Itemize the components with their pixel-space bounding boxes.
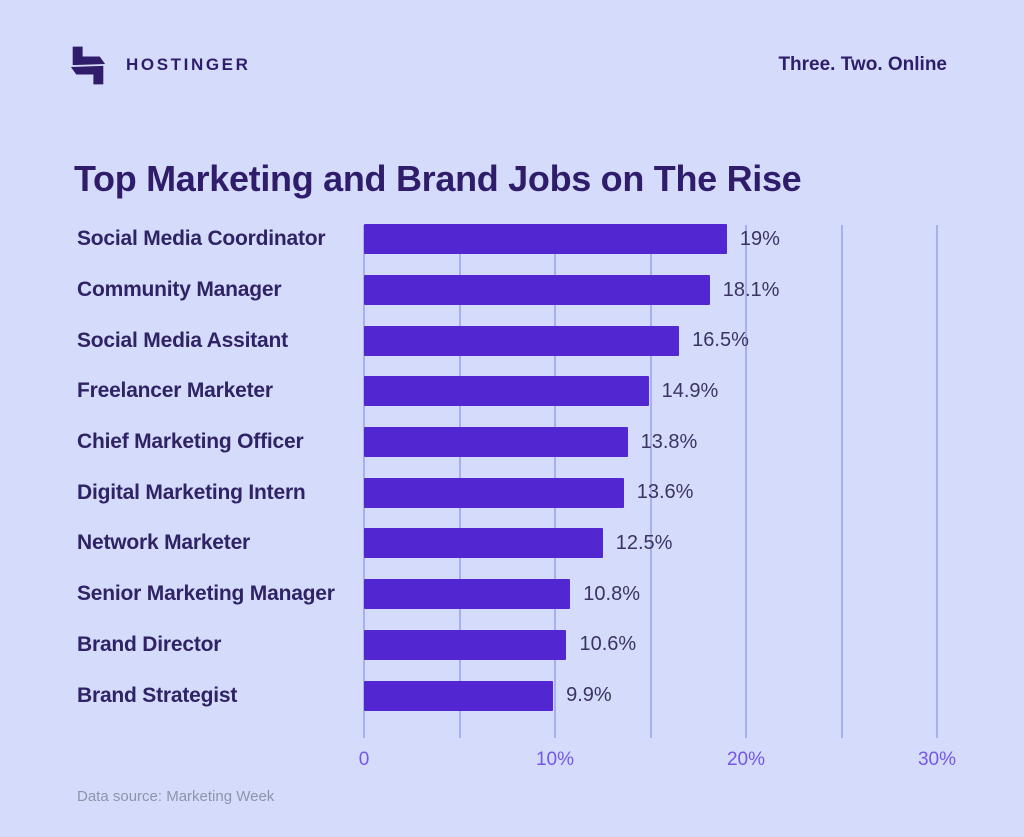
category-label: Brand Director bbox=[77, 632, 222, 656]
category-label: Social Media Assitant bbox=[77, 328, 288, 352]
bar bbox=[364, 579, 571, 610]
chart-row: Freelancer Marketer 14.9% bbox=[0, 366, 1024, 417]
bar bbox=[364, 376, 649, 407]
value-label: 10.6% bbox=[579, 633, 637, 656]
chart-row: Social Media Assitant 16.5% bbox=[0, 315, 1024, 366]
bar bbox=[364, 427, 628, 458]
bar bbox=[364, 680, 554, 711]
bar bbox=[364, 629, 567, 660]
gridline bbox=[745, 225, 747, 738]
value-label: 13.8% bbox=[640, 430, 698, 453]
value-label: 9.9% bbox=[566, 684, 612, 707]
gridline bbox=[649, 225, 652, 738]
category-label: Chief Marketing Officer bbox=[77, 430, 304, 454]
value-label: 14.9% bbox=[661, 379, 719, 402]
bar bbox=[364, 325, 680, 356]
bar bbox=[364, 477, 624, 508]
chart-row: Brand Director 10.6% bbox=[0, 620, 1024, 671]
category-label: Senior Marketing Manager bbox=[77, 582, 335, 606]
category-label: Digital Marketing Intern bbox=[77, 480, 306, 504]
chart-row: Senior Marketing Manager 10.8% bbox=[0, 569, 1024, 620]
value-label: 10.8% bbox=[583, 582, 640, 605]
chart-title: Top Marketing and Brand Jobs on The Rise bbox=[74, 158, 802, 200]
x-axis-tick-label: 20% bbox=[726, 749, 766, 770]
brand: HOSTINGER bbox=[70, 45, 250, 86]
gridline bbox=[936, 225, 938, 738]
data-source-caption: Data source: Marketing Week bbox=[77, 788, 275, 805]
chart-row: Brand Strategist 9.9% bbox=[0, 670, 1024, 721]
category-label: Community Manager bbox=[77, 278, 282, 302]
chart-row: Community Manager 18.1% bbox=[0, 265, 1024, 316]
category-label: Freelancer Marketer bbox=[77, 379, 273, 403]
x-axis-tick-label: 0 bbox=[358, 749, 370, 770]
gridline bbox=[840, 225, 843, 738]
bar bbox=[364, 528, 603, 559]
chart-rows: Social Media Coordinator 19% Community Man… bbox=[0, 214, 1024, 721]
x-axis-tick-label: 30% bbox=[917, 749, 957, 770]
hostinger-logo-icon bbox=[70, 46, 106, 84]
bar bbox=[364, 275, 710, 306]
brand-tagline: Three. Two. Online bbox=[778, 54, 947, 75]
category-label: Social Media Coordinator bbox=[77, 227, 326, 251]
value-label: 16.5% bbox=[692, 329, 749, 352]
bar bbox=[364, 224, 727, 255]
brand-name: HOSTINGER bbox=[126, 55, 251, 74]
category-label: Network Marketer bbox=[77, 531, 251, 555]
value-label: 13.6% bbox=[636, 481, 694, 504]
chart-row: Digital Marketing Intern 13.6% bbox=[0, 467, 1024, 518]
x-axis-tick-label: 10% bbox=[535, 749, 575, 770]
chart-row: Chief Marketing Officer 13.8% bbox=[0, 417, 1024, 468]
value-label: 12.5% bbox=[615, 531, 673, 554]
value-label: 19% bbox=[739, 227, 780, 250]
header: HOSTINGER Three. Two. Online bbox=[70, 42, 947, 88]
chart-row: Social Media Coordinator 19% bbox=[0, 214, 1024, 265]
category-label: Brand Strategist bbox=[77, 683, 238, 707]
chart-row: Network Marketer 12.5% bbox=[0, 518, 1024, 569]
value-label: 18.1% bbox=[722, 278, 780, 301]
